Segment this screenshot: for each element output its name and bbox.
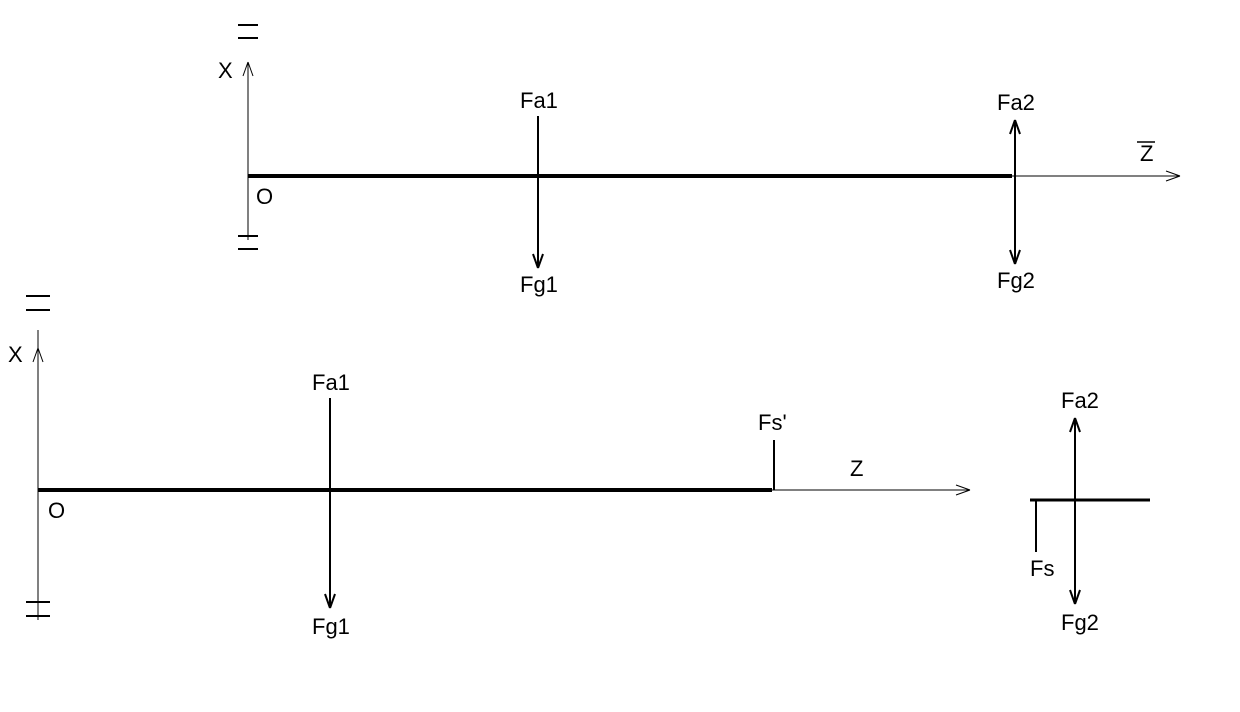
label-z-top: Z xyxy=(1140,141,1153,167)
label-x-top: X xyxy=(218,58,233,84)
label-fsprime: Fs' xyxy=(758,410,787,436)
diagram-canvas xyxy=(0,0,1240,712)
label-fg2-bot: Fg2 xyxy=(1061,610,1099,636)
label-fa1-bot: Fa1 xyxy=(312,370,350,396)
label-fa2-bot: Fa2 xyxy=(1061,388,1099,414)
label-fs: Fs xyxy=(1030,556,1054,582)
label-fa2-top: Fa2 xyxy=(997,90,1035,116)
label-fg1-bot: Fg1 xyxy=(312,614,350,640)
label-o-bot: O xyxy=(48,498,65,524)
label-fa1-top: Fa1 xyxy=(520,88,558,114)
label-x-bot: X xyxy=(8,342,23,368)
label-fg1-top: Fg1 xyxy=(520,272,558,298)
label-o-top: O xyxy=(256,184,273,210)
label-z-bot: Z xyxy=(850,456,863,482)
label-fg2-top: Fg2 xyxy=(997,268,1035,294)
